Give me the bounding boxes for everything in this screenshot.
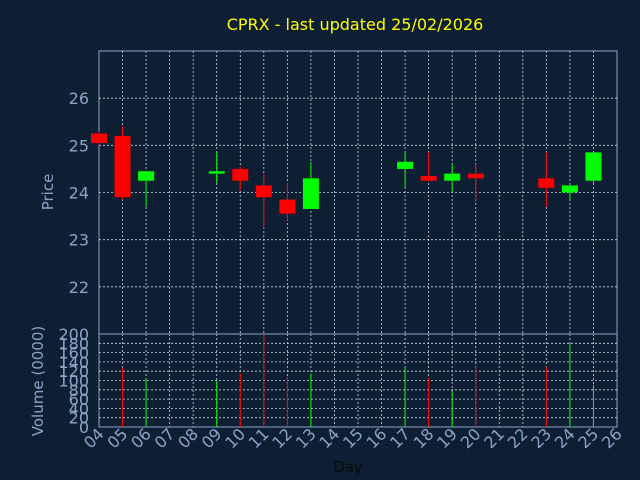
volume-tick-label: 0: [79, 418, 89, 437]
chart-title: CPRX - last updated 25/02/2026: [227, 15, 484, 34]
candle-body: [232, 168, 249, 181]
candle-20: [467, 164, 484, 202]
candle-25: [585, 152, 602, 184]
candle-body: [138, 171, 155, 181]
candle-body: [114, 135, 131, 198]
candle-19: [444, 164, 461, 193]
candle-10: [232, 166, 249, 191]
volume-tick-label: 180: [58, 334, 89, 353]
candle-body: [444, 173, 461, 181]
price-tick-label: 23: [69, 231, 89, 250]
candle-18: [420, 152, 437, 181]
x-axis-label: Day: [333, 458, 363, 476]
candle-body: [255, 185, 272, 198]
price-tick-label: 26: [69, 89, 89, 108]
candle-12: [279, 183, 296, 221]
volume-tick-label: 80: [69, 381, 89, 400]
candle-body: [91, 133, 107, 143]
price-axis-label: Price: [39, 174, 57, 211]
volume-tick-label: 40: [69, 399, 89, 418]
volume-tick-label: 20: [69, 409, 89, 428]
candle-body: [397, 161, 414, 169]
volume-tick-label: 140: [58, 353, 89, 372]
candle-body: [302, 178, 319, 210]
volume-tick-label: 100: [58, 372, 89, 391]
volume-tick-label: 60: [69, 390, 89, 409]
volume-tick-label: 120: [58, 362, 89, 381]
price-tick-label: 25: [69, 136, 89, 155]
candle-body: [279, 199, 296, 214]
candle-04: [91, 131, 107, 146]
candle-17: [397, 152, 414, 188]
candle-body: [585, 152, 602, 181]
price-tick-label: 24: [69, 184, 89, 203]
candle-05: [114, 126, 131, 200]
x-axis: 0405060708091011121314151617181920212223…: [80, 424, 626, 452]
candle-body: [561, 185, 578, 193]
price-panel: 22 23 24 25 26: [69, 50, 618, 335]
volume-tick-label: 160: [58, 344, 89, 363]
volume-tick-label: 200: [58, 325, 89, 344]
candle-09: [208, 152, 225, 184]
candle-13: [302, 161, 319, 210]
x-tick-label-26: 26: [598, 424, 626, 452]
candle-body: [467, 173, 484, 179]
candle-body: [538, 178, 555, 188]
candle-24: [561, 185, 578, 200]
volume-axis-label: Volume (0000): [29, 326, 47, 436]
candle-body: [420, 175, 437, 181]
candle-23: [538, 152, 555, 207]
candle-06: [138, 171, 155, 207]
price-tick-label: 22: [69, 278, 89, 297]
candle-11: [255, 173, 272, 228]
candle-body: [208, 171, 225, 174]
